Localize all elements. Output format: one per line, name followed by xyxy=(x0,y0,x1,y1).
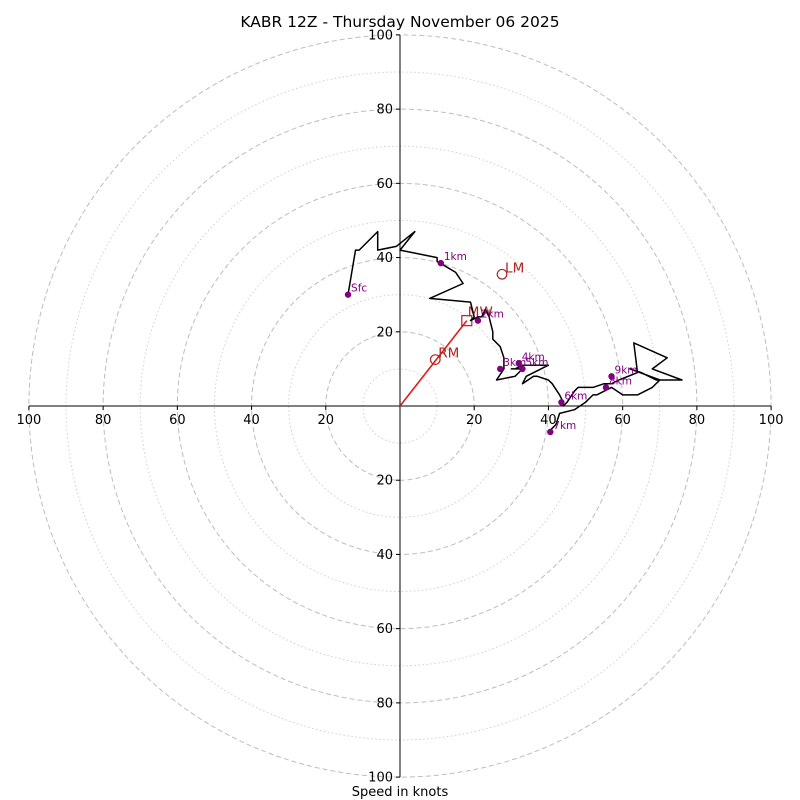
x-tick-label: 60 xyxy=(169,413,186,428)
height-label-5km: 5km xyxy=(525,357,548,369)
height-label-Sfc: Sfc xyxy=(351,283,367,295)
height-marker-1km xyxy=(437,259,445,267)
height-marker-2km xyxy=(474,317,482,324)
y-axis-ticks: 100 80 60 40 20 20 40 60 80 100 xyxy=(368,28,400,786)
x-tick-label: 80 xyxy=(689,413,706,428)
x-tick-label: 100 xyxy=(759,413,784,428)
height-label-9km: 9km xyxy=(615,364,638,376)
height-marker-9km xyxy=(608,373,615,380)
y-tick-label: 60 xyxy=(376,622,393,637)
wind-trace-group xyxy=(347,230,683,433)
x-tick-label: 60 xyxy=(614,413,631,428)
height-label-7km: 7km xyxy=(553,420,576,432)
height-marker-3km xyxy=(496,365,504,373)
height-marker-7km xyxy=(547,428,554,436)
y-tick-label: 40 xyxy=(376,251,393,266)
right-mover-label: RM xyxy=(438,346,459,362)
height-label-6km: 6km xyxy=(564,390,587,402)
height-marker-6km xyxy=(558,399,565,406)
y-tick-label: 80 xyxy=(376,103,393,118)
height-marker-5km xyxy=(519,365,526,373)
y-tick-label: 40 xyxy=(376,548,393,563)
height-label-2km: 2km xyxy=(481,309,504,321)
mean-wind-vector xyxy=(399,320,468,407)
y-tick-label: 60 xyxy=(376,177,393,192)
y-tick-label: 100 xyxy=(368,771,393,786)
height-label-8km: 8km xyxy=(609,375,632,387)
height-marker-8km xyxy=(602,384,610,391)
wind-trace-line xyxy=(347,230,683,433)
y-tick-label: 20 xyxy=(376,325,393,340)
x-tick-label: 80 xyxy=(95,413,112,428)
x-tick-label: 20 xyxy=(466,413,483,428)
right-mover-marker xyxy=(429,354,441,366)
x-tick-label: 20 xyxy=(318,413,335,428)
height-marker-Sfc xyxy=(344,291,352,298)
x-axis-ticks: 100 80 60 40 20 20 40 60 80 100 xyxy=(16,406,784,428)
height-marker-4km xyxy=(515,360,522,367)
left-mover-label: LM xyxy=(505,260,524,276)
y-tick-label: 80 xyxy=(376,696,393,711)
x-tick-label: 40 xyxy=(243,413,260,428)
y-tick-label: 100 xyxy=(368,28,393,43)
chart-title: KABR 12Z - Thursday November 06 2025 xyxy=(240,13,559,31)
height-label-4km: 4km xyxy=(522,351,545,363)
x-tick-label: 100 xyxy=(16,413,41,428)
y-tick-label: 20 xyxy=(376,474,393,489)
x-tick-label: 40 xyxy=(540,413,557,428)
height-label-1km: 1km xyxy=(444,251,467,263)
x-axis-label: Speed in knots xyxy=(352,785,449,800)
left-mover-marker xyxy=(496,268,508,280)
